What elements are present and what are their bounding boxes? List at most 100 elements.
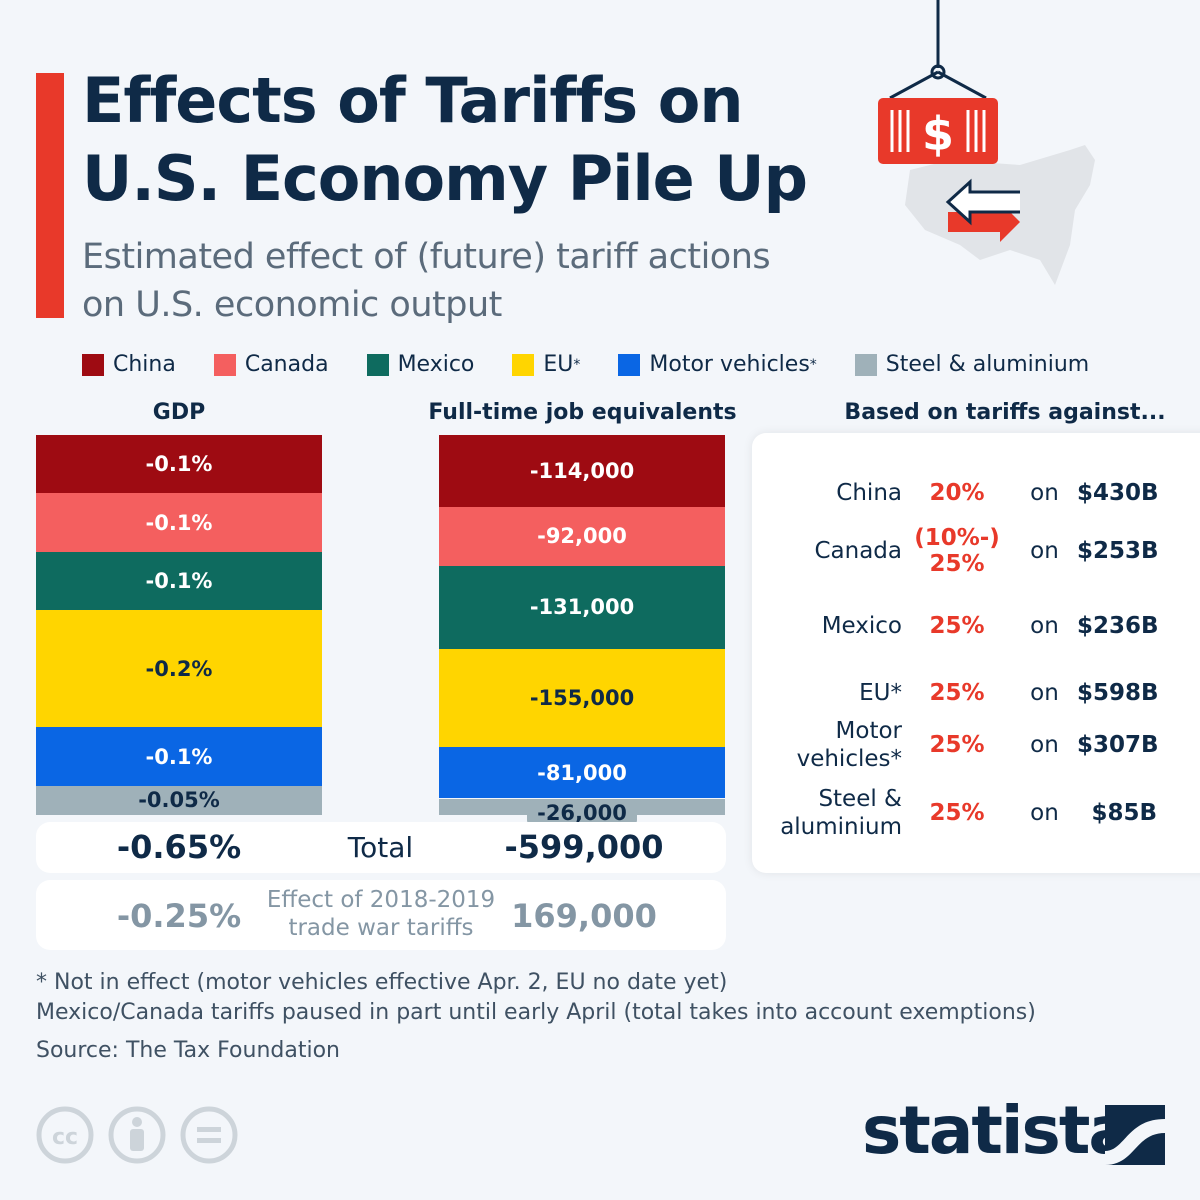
legend-label: Motor vehicles xyxy=(649,352,810,377)
legend-swatch xyxy=(366,353,389,376)
subtitle-line: on U.S. economic output xyxy=(82,285,502,325)
tariff-rate-line: 25% xyxy=(929,551,985,577)
trade-war-label: Effect of 2018-2019 trade war tariffs xyxy=(252,886,510,942)
legend-label: Mexico xyxy=(397,352,475,377)
tariff-on: on xyxy=(1012,613,1077,639)
legend-item-mexico: Mexico xyxy=(366,352,475,377)
tariff-value: $430B xyxy=(1077,480,1159,506)
tariffs-table-card: China 20% on $430B Canada (10%-) 25% on $253B Mex… xyxy=(752,433,1200,873)
legend-swatch xyxy=(618,353,641,376)
data-label: -0.1% xyxy=(145,510,213,535)
subtitle: Estimated effect of (future) tariff acti… xyxy=(82,233,842,329)
asterisk: * xyxy=(809,356,817,373)
legend-label: EU xyxy=(543,352,574,377)
legend-label: China xyxy=(113,352,176,377)
tariff-rate-line: 25% xyxy=(929,613,985,639)
tariff-row: EU* 25% on $598B xyxy=(752,663,1200,723)
tariff-row: Steel & aluminium 25% on $85B xyxy=(752,783,1200,843)
tariff-on-line: on xyxy=(1030,613,1059,639)
tariff-on-line: on xyxy=(1030,680,1059,706)
tariff-country-line: aluminium xyxy=(780,814,902,840)
subtitle-line: Estimated effect of (future) tariff acti… xyxy=(82,237,771,277)
title-accent-bar xyxy=(36,73,64,318)
tariff-country-line: Steel & xyxy=(818,786,902,812)
gdp-stacked-bar: -0.1% -0.1% -0.1% -0.2% -0.1% -0.05% xyxy=(36,435,322,815)
trade-war-jobs: 169,000 xyxy=(511,897,657,935)
trade-war-gdp: -0.25% xyxy=(116,897,242,935)
tariff-on: on xyxy=(1012,800,1077,826)
bar-segment-china: -114,000 xyxy=(439,435,725,508)
tariff-value: $236B xyxy=(1077,613,1159,639)
tariff-container-map-illustration: $ xyxy=(878,0,1095,285)
legend-swatch xyxy=(512,353,535,376)
data-label: -0.2% xyxy=(145,656,213,681)
bar-segment-mexico: -0.1% xyxy=(36,551,322,611)
bar-segment-motor-vehicles: -0.1% xyxy=(36,727,322,786)
tariff-rate: 25% xyxy=(902,732,1012,758)
jobs-stacked-bar: -114,000 -92,000 -131,000 -155,000 -81,000 -2… xyxy=(439,435,725,826)
license-icons: cc xyxy=(36,1106,238,1164)
tariff-value: $307B xyxy=(1077,732,1159,758)
title-line: U.S. Economy Pile Up xyxy=(82,142,808,215)
bar-segment-steel-aluminium: -0.05% xyxy=(36,785,322,815)
tariff-on: on xyxy=(1012,538,1077,564)
tariff-row: Motor vehicles* 25% on $307B xyxy=(752,715,1200,775)
total-label: Total xyxy=(347,831,414,864)
tariff-country: Motor vehicles* xyxy=(752,717,902,773)
tariff-row: Canada (10%-) 25% on $253B xyxy=(752,521,1200,581)
legend-item-steel: Steel & aluminium xyxy=(854,352,1089,377)
tariff-on-line: on xyxy=(1030,538,1059,564)
bar-segment-eu: -155,000 xyxy=(439,648,725,748)
bar-segment-motor-vehicles: -81,000 xyxy=(439,747,725,799)
tariff-rate-line: 25% xyxy=(929,800,985,826)
tariff-on-line: on xyxy=(1030,480,1059,506)
legend-label: Canada xyxy=(244,352,329,377)
tariff-value: $253B xyxy=(1077,538,1159,564)
bar-segment-canada: -92,000 xyxy=(439,507,725,566)
tariff-country-line: Mexico xyxy=(821,613,902,639)
tariff-country: China xyxy=(752,479,902,507)
tariff-rate: (10%-) 25% xyxy=(902,525,1012,577)
total-jobs: -599,000 xyxy=(504,828,664,866)
data-label: -0.1% xyxy=(145,744,213,769)
footnote: Mexico/Canada tariffs paused in part unt… xyxy=(36,1000,1036,1025)
tariff-value: $598B xyxy=(1077,680,1159,706)
tariff-country-line: Canada xyxy=(814,538,902,564)
tariff-on-line: on xyxy=(1030,800,1059,826)
data-label: -0.1% xyxy=(145,569,213,594)
legend-swatch xyxy=(213,353,236,376)
cc-icon xyxy=(36,1106,94,1164)
tariff-country-line: Motor xyxy=(835,718,902,744)
tariff-value: $85B xyxy=(1077,800,1157,826)
tariff-country: Steel & aluminium xyxy=(752,785,902,841)
tariff-country: Mexico xyxy=(752,612,902,640)
title-line: Effects of Tariffs on xyxy=(82,64,744,137)
svg-text:$: $ xyxy=(922,107,954,161)
tariff-country: EU* xyxy=(752,679,902,707)
trade-war-label-line: trade war tariffs xyxy=(288,915,474,941)
legend-item-eu: EU * xyxy=(512,352,580,377)
tariff-rate-line: 20% xyxy=(929,480,985,506)
data-label: -0.05% xyxy=(128,787,230,814)
tariff-on: on xyxy=(1012,480,1077,506)
page-title: Effects of Tariffs on U.S. Economy Pile … xyxy=(82,62,842,218)
source-note: Source: The Tax Foundation xyxy=(36,1038,340,1063)
tariff-value-line: $430B xyxy=(1077,480,1159,506)
bar-segment-eu: -0.2% xyxy=(36,610,322,728)
svg-text:cc: cc xyxy=(52,1125,78,1150)
tariff-on: on xyxy=(1012,680,1077,706)
jobs-header: Full-time job equivalents xyxy=(428,400,737,425)
legend: China Canada Mexico EU * Motor vehicles * … xyxy=(82,352,1127,377)
tariff-rate: 25% xyxy=(902,680,1012,706)
tariff-rate: 20% xyxy=(902,480,1012,506)
legend-swatch xyxy=(854,353,877,376)
data-label: -81,000 xyxy=(537,760,627,785)
tariff-value-line: $236B xyxy=(1077,613,1159,639)
tariff-row: Mexico 25% on $236B xyxy=(752,596,1200,656)
legend-item-canada: Canada xyxy=(213,352,329,377)
statista-logo-icon xyxy=(1105,1105,1165,1165)
statista-logo: statista xyxy=(862,1092,1133,1169)
tariff-country-line: vehicles* xyxy=(796,746,902,772)
data-label: -131,000 xyxy=(529,595,635,620)
tariff-country: Canada xyxy=(752,537,902,565)
